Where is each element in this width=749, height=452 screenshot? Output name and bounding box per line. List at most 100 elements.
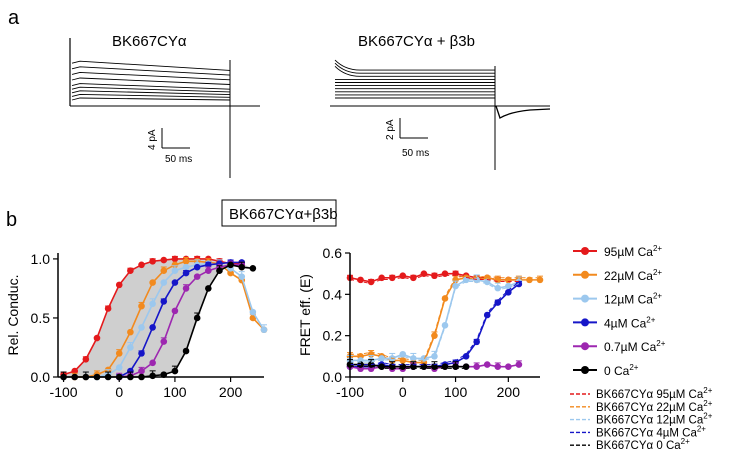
current-trace bbox=[334, 65, 495, 77]
data-point bbox=[138, 350, 145, 357]
data-point bbox=[138, 261, 145, 269]
data-point bbox=[149, 300, 156, 308]
tail-current bbox=[495, 105, 551, 119]
data-point bbox=[149, 279, 156, 286]
legend-label: 0 Ca2+ bbox=[604, 363, 639, 378]
legend-label: BK667CYα 12µM Ca2+ bbox=[596, 412, 713, 427]
right-scale-x-label: 50 ms bbox=[402, 148, 429, 159]
legend-item: 4µM Ca2+ bbox=[573, 315, 656, 330]
x-tick-label: 0 bbox=[115, 384, 123, 400]
data-point bbox=[441, 295, 449, 302]
legend-item: BK667CYα 22µM Ca2+ bbox=[570, 399, 713, 414]
data-point bbox=[399, 350, 407, 358]
data-point bbox=[193, 273, 201, 280]
legend-label: BK667CYα 0 Ca2+ bbox=[596, 437, 690, 452]
panel-a-letter: a bbox=[8, 7, 20, 29]
data-point bbox=[182, 285, 190, 292]
series-line bbox=[350, 279, 520, 362]
legend-item: 12µM Ca2+ bbox=[573, 292, 662, 307]
reference-dashed-line bbox=[350, 275, 540, 361]
x-tick-label: -100 bbox=[50, 384, 78, 400]
data-point bbox=[238, 273, 246, 280]
data-point bbox=[473, 338, 480, 346]
data-point bbox=[193, 314, 201, 322]
current-trace bbox=[71, 77, 231, 85]
y-tick-label: 1.0 bbox=[31, 251, 51, 267]
legend-superscript: 2+ bbox=[656, 339, 665, 348]
x-tick-label: 0 bbox=[399, 384, 407, 400]
right-scale-y-label: 2 pA bbox=[385, 119, 396, 140]
legend-label: BK667CYα 4µM Ca2+ bbox=[596, 424, 706, 439]
data-point bbox=[249, 308, 257, 316]
data-point bbox=[160, 256, 168, 264]
legend-superscript: 2+ bbox=[703, 386, 712, 395]
legend-superscript: 2+ bbox=[697, 424, 706, 433]
data-point bbox=[149, 324, 156, 331]
data-point bbox=[378, 274, 385, 282]
legend: 95µM Ca2+ 22µM Ca2+ 12µM Ca2+ 4µM Ca2+ 0.7µM… bbox=[570, 244, 713, 452]
left-trace-title: BK667CYα bbox=[112, 33, 187, 50]
data-point bbox=[149, 359, 156, 367]
data-point bbox=[171, 279, 179, 286]
data-point bbox=[115, 350, 123, 357]
left-scale-bar: 4 pA 50 ms bbox=[147, 128, 192, 165]
data-point bbox=[357, 276, 364, 284]
fret-chart: -100 0 100 200 0.0 0.2 0.4 0.6 FRET eff. (E) bbox=[297, 245, 544, 400]
current-trace bbox=[71, 93, 231, 98]
data-point bbox=[515, 361, 523, 368]
legend-superscript: 2+ bbox=[681, 437, 690, 446]
y-tick-label: 0.2 bbox=[323, 328, 343, 344]
data-point bbox=[494, 299, 502, 306]
current-trace bbox=[334, 62, 495, 74]
data-point bbox=[160, 298, 168, 305]
data-point bbox=[127, 344, 134, 351]
legend-swatch-marker bbox=[581, 366, 589, 374]
legend-item: 0.7µM Ca2+ bbox=[573, 339, 666, 354]
x-tick-label: 200 bbox=[219, 384, 243, 400]
data-point bbox=[227, 269, 234, 277]
data-point bbox=[127, 367, 134, 375]
data-point bbox=[205, 267, 212, 275]
data-point bbox=[227, 261, 234, 269]
legend-superscript: 2+ bbox=[653, 244, 662, 253]
y-tick-label: 0.6 bbox=[323, 245, 343, 261]
data-point bbox=[182, 347, 190, 355]
reference-dashed-line bbox=[350, 281, 520, 363]
current-trace bbox=[71, 90, 231, 96]
reference-dashed-line bbox=[349, 274, 519, 285]
data-point bbox=[160, 338, 168, 345]
data-point bbox=[193, 263, 201, 271]
legend-item: BK667CYα 12µM Ca2+ bbox=[570, 412, 713, 427]
data-point bbox=[505, 363, 512, 370]
data-point bbox=[462, 363, 470, 370]
data-point bbox=[452, 282, 459, 290]
left-scale-x-label: 50 ms bbox=[165, 154, 192, 165]
current-trace bbox=[71, 60, 231, 71]
legend-label: 22µM Ca2+ bbox=[604, 268, 662, 283]
data-point bbox=[138, 367, 145, 375]
y-tick-label: 0.0 bbox=[323, 369, 343, 385]
left-current-traces bbox=[69, 38, 260, 178]
data-point bbox=[182, 263, 190, 271]
legend-swatch-marker bbox=[581, 318, 589, 327]
y-tick-label: 0.5 bbox=[31, 310, 51, 326]
conductance-chart: -100 0 100 200 0.0 0.5 1.0 Rel. Conduc. bbox=[5, 251, 268, 400]
data-point bbox=[182, 269, 190, 277]
title-box bbox=[221, 199, 337, 227]
data-point bbox=[473, 363, 480, 370]
data-point bbox=[127, 267, 134, 275]
data-point bbox=[249, 314, 257, 322]
legend-item: BK667CYα 95µM Ca2+ bbox=[570, 386, 713, 401]
data-point bbox=[149, 257, 156, 265]
data-point bbox=[104, 305, 112, 312]
data-point bbox=[494, 284, 502, 292]
data-point bbox=[149, 372, 156, 380]
legend-label: BK667CYα 95µM Ca2+ bbox=[596, 386, 713, 401]
legend-superscript: 2+ bbox=[653, 268, 662, 277]
data-point bbox=[160, 279, 168, 286]
data-point bbox=[82, 355, 90, 363]
reference-dashed-line bbox=[350, 281, 520, 366]
series bbox=[346, 274, 523, 364]
data-point bbox=[441, 270, 449, 277]
